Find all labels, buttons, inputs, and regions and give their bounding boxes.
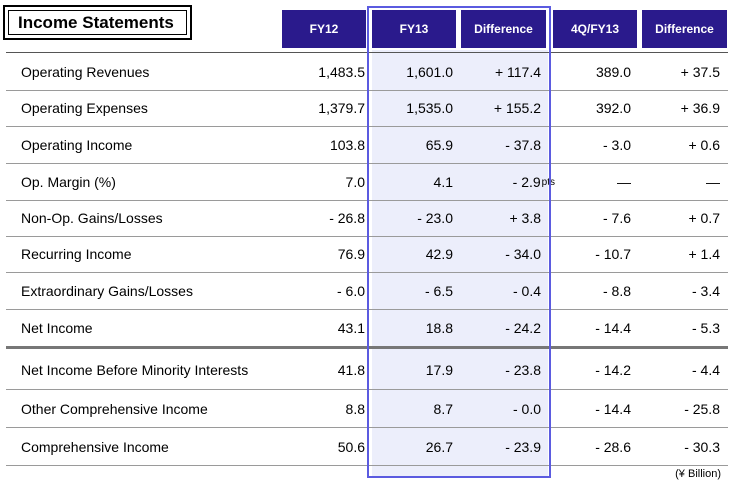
q4-difference-value: - 5.3 xyxy=(691,319,720,336)
header-fy13: FY13 xyxy=(372,10,456,48)
fy13-value: 65.9 xyxy=(425,136,453,153)
fy13-value: 18.8 xyxy=(425,319,453,336)
row-label: Net Income xyxy=(21,319,93,336)
fy13-value: 17.9 xyxy=(425,361,453,378)
q4-difference-value: - 30.3 xyxy=(684,438,720,455)
header-fy12: FY12 xyxy=(282,10,366,48)
table-row: Other Comprehensive Income 8.8 8.7 - 0.0… xyxy=(0,390,731,427)
fy12-value: - 26.8 xyxy=(329,209,365,226)
fy12-value: 50.6 xyxy=(337,438,365,455)
q4-value: - 14.4 xyxy=(595,400,631,417)
fy12-value: 76.9 xyxy=(337,245,365,262)
fy13-value: 1,601.0 xyxy=(406,63,453,80)
q4-difference-value: + 0.6 xyxy=(688,136,720,153)
difference-number: - 2.9 xyxy=(512,173,541,190)
fy12-value: 41.8 xyxy=(337,361,365,378)
header-4q-fy13: 4Q/FY13 xyxy=(553,10,637,48)
table-row: Net Income 43.1 18.8 - 24.2 - 14.4 - 5.3 xyxy=(0,309,731,346)
table-row: Extraordinary Gains/Losses - 6.0 - 6.5 -… xyxy=(0,272,731,309)
q4-value: 389.0 xyxy=(595,63,631,80)
fy12-value: 103.8 xyxy=(329,136,365,153)
q4-value: - 7.6 xyxy=(602,209,631,226)
fy12-value: 1,379.7 xyxy=(318,99,365,116)
row-label: Comprehensive Income xyxy=(21,438,169,455)
page-title: Income Statements xyxy=(8,10,187,35)
difference-value: + 117.4 xyxy=(494,63,541,80)
q4-difference-value: - 3.4 xyxy=(691,282,720,299)
difference-value: - 0.4 xyxy=(512,282,541,299)
q4-value: - 8.8 xyxy=(602,282,631,299)
difference-value: - 34.0 xyxy=(505,245,541,262)
q4-difference-value: - 4.4 xyxy=(691,361,720,378)
row-label: Op. Margin (%) xyxy=(21,173,116,190)
q4-value: - 14.2 xyxy=(595,361,631,378)
fy12-value: 43.1 xyxy=(337,319,365,336)
table-row: Operating Income 103.8 65.9 - 37.8 - 3.0… xyxy=(0,126,731,163)
q4-value: 392.0 xyxy=(595,99,631,116)
table-row: Non-Op. Gains/Losses - 26.8 - 23.0 + 3.8… xyxy=(0,199,731,236)
unit-note: (¥ Billion) xyxy=(675,468,721,480)
table-row: Operating Revenues 1,483.5 1,601.0 + 117… xyxy=(0,53,731,90)
row-label: Non-Op. Gains/Losses xyxy=(21,209,163,226)
difference-value: - 2.9 pts xyxy=(513,163,555,200)
table-row: Op. Margin (%) 7.0 4.1 - 2.9 pts — — xyxy=(0,163,731,200)
q4-value: - 3.0 xyxy=(602,136,631,153)
difference-value: - 24.2 xyxy=(505,319,541,336)
fy13-value: - 6.5 xyxy=(424,282,453,299)
difference-value: - 37.8 xyxy=(505,136,541,153)
q4-value: - 10.7 xyxy=(595,245,631,262)
fy13-value: 42.9 xyxy=(425,245,453,262)
table-row: Operating Expenses 1,379.7 1,535.0 + 155… xyxy=(0,89,731,126)
title-box: Income Statements xyxy=(3,5,192,40)
fy13-column-highlight xyxy=(372,50,548,476)
difference-value: - 23.9 xyxy=(505,438,541,455)
row-label: Recurring Income xyxy=(21,245,132,262)
header-4q-difference: Difference xyxy=(642,10,727,48)
row-label: Operating Income xyxy=(21,136,133,153)
q4-difference-value: + 0.7 xyxy=(688,209,720,226)
table-row: Recurring Income 76.9 42.9 - 34.0 - 10.7… xyxy=(0,235,731,272)
table-row: Comprehensive Income 50.6 26.7 - 23.9 - … xyxy=(0,428,731,465)
difference-value: - 23.8 xyxy=(505,361,541,378)
fy12-value: 8.8 xyxy=(345,400,365,417)
points-unit: pts xyxy=(541,177,555,188)
q4-difference-value: - 25.8 xyxy=(684,400,720,417)
table-bottom-rule xyxy=(6,465,728,466)
fy12-value: 7.0 xyxy=(345,173,365,190)
difference-value: + 3.8 xyxy=(509,209,541,226)
q4-difference-value: + 37.5 xyxy=(680,63,720,80)
fy13-value: 8.7 xyxy=(433,400,453,417)
row-label: Net Income Before Minority Interests xyxy=(21,361,249,378)
row-label: Operating Expenses xyxy=(21,99,148,116)
fy13-value: - 23.0 xyxy=(417,209,453,226)
q4-value: - 14.4 xyxy=(595,319,631,336)
section-divider xyxy=(6,346,728,349)
fy12-value: 1,483.5 xyxy=(318,63,365,80)
row-label: Operating Revenues xyxy=(21,63,150,80)
fy13-value: 4.1 xyxy=(433,173,453,190)
difference-value: + 155.2 xyxy=(493,99,541,116)
fy13-value: 26.7 xyxy=(425,438,453,455)
q4-difference-value: + 1.4 xyxy=(688,245,720,262)
q4-value: - 28.6 xyxy=(595,438,631,455)
q4-value: — xyxy=(617,173,631,190)
difference-value: - 0.0 xyxy=(512,400,541,417)
row-label: Other Comprehensive Income xyxy=(21,400,208,417)
q4-difference-value: + 36.9 xyxy=(680,99,720,116)
row-label: Extraordinary Gains/Losses xyxy=(21,282,193,299)
fy12-value: - 6.0 xyxy=(336,282,365,299)
q4-difference-value: — xyxy=(706,173,720,190)
fy13-value: 1,535.0 xyxy=(406,99,453,116)
table-row: Net Income Before Minority Interests 41.… xyxy=(0,351,731,388)
header-fy13-difference: Difference xyxy=(461,10,546,48)
